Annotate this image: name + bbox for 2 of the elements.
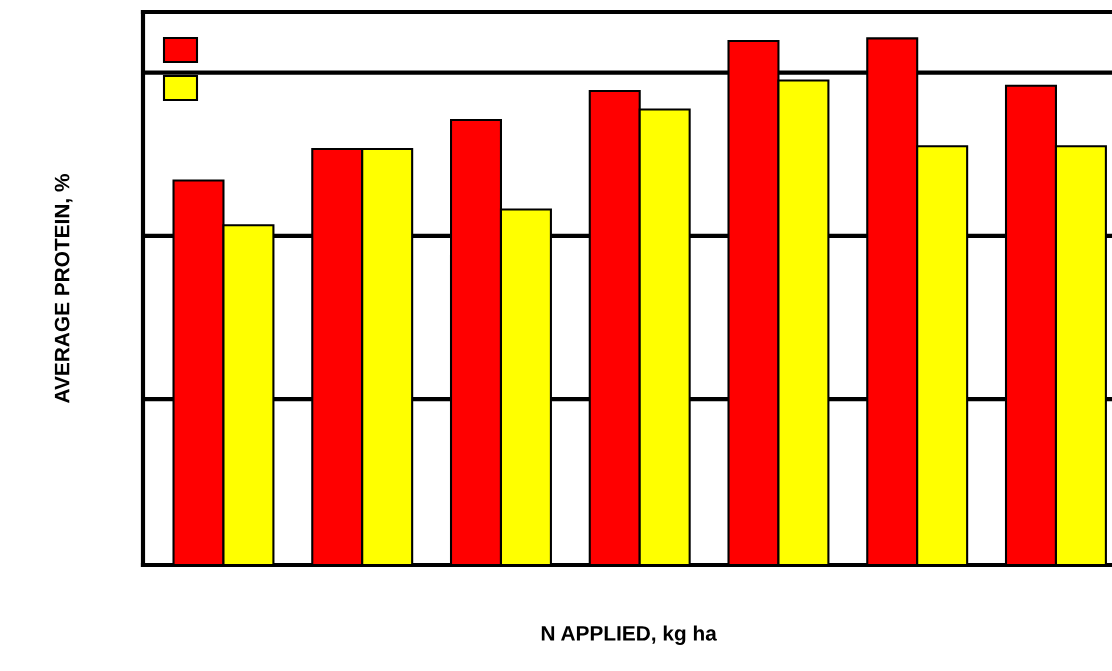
y-axis-title: AVERAGE PROTEIN, % (54, 174, 73, 403)
x-axis-title: N APPLIED, kg ha (541, 625, 717, 645)
